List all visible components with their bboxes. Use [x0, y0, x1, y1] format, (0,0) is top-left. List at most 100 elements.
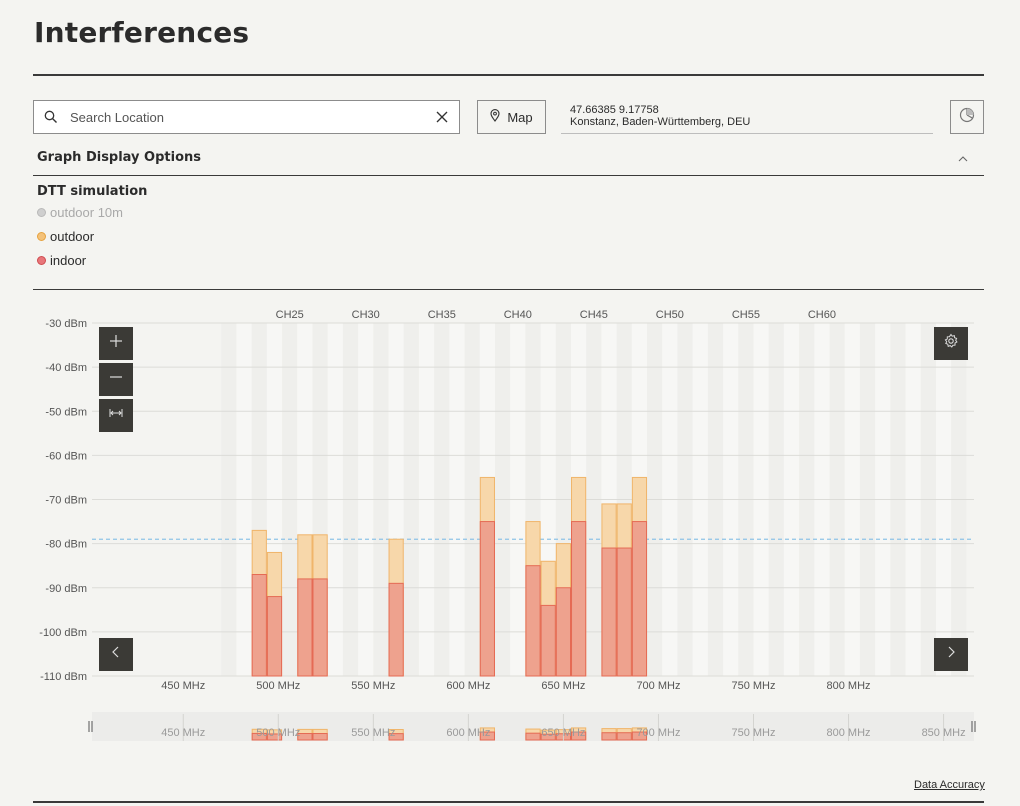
bar-indoor: [540, 604, 556, 677]
chevron-right-icon: [943, 644, 959, 665]
overview-tick-label: 600 MHz: [446, 727, 490, 739]
bar-indoor: [571, 521, 587, 677]
overview-tick-label: 550 MHz: [351, 727, 395, 739]
title-divider: [33, 74, 984, 76]
x-tick-label: 700 MHz: [636, 680, 680, 692]
scroll-right-button[interactable]: [934, 638, 968, 671]
y-tick-label: -40 dBm: [45, 362, 87, 374]
x-tick-label: 450 MHz: [161, 680, 205, 692]
overview-bar-indoor: [479, 731, 495, 741]
x-tick-label: 550 MHz: [351, 680, 395, 692]
x-tick-label: 800 MHz: [827, 680, 871, 692]
x-tick-label: 650 MHz: [541, 680, 585, 692]
bar-indoor: [479, 521, 495, 677]
overview-bar-indoor: [571, 731, 587, 741]
overview-left-handle[interactable]: [88, 721, 93, 732]
bar-indoor: [631, 521, 648, 677]
bar-indoor: [525, 565, 541, 677]
legend-dot-icon: [37, 232, 46, 241]
channel-label: CH40: [504, 309, 532, 321]
channel-label: CH55: [732, 309, 760, 321]
bar-indoor: [388, 582, 404, 677]
y-tick-label: -100 dBm: [39, 627, 87, 639]
channel-label: CH50: [656, 309, 684, 321]
overview-right-handle[interactable]: [971, 721, 976, 732]
y-tick-label: -50 dBm: [45, 406, 87, 418]
y-tick-label: -110 dBm: [40, 671, 87, 683]
y-tick-label: -60 dBm: [45, 450, 87, 462]
overview-tick-label: 750 MHz: [731, 727, 775, 739]
channel-label: CH45: [580, 309, 608, 321]
page-title: Interferences: [34, 16, 250, 49]
footer-divider: [33, 801, 984, 803]
chevron-left-icon: [108, 644, 124, 665]
channel-label: CH25: [276, 309, 304, 321]
overview-tick-label: 800 MHz: [827, 727, 871, 739]
bar-indoor: [601, 547, 617, 677]
legend-item-outdoor[interactable]: outdoor: [37, 229, 94, 244]
overview-bar-indoor: [388, 733, 404, 741]
channel-label: CH30: [352, 309, 380, 321]
options-divider: [33, 175, 984, 176]
chart-type-button[interactable]: [950, 100, 984, 134]
clear-search-icon[interactable]: [425, 101, 459, 133]
overview-bar-indoor: [297, 733, 313, 741]
minus-icon: [108, 369, 124, 390]
data-accuracy-link[interactable]: Data Accuracy: [914, 779, 985, 791]
gear-icon: [943, 333, 959, 354]
y-tick-label: -70 dBm: [45, 495, 87, 507]
bar-indoor: [251, 574, 267, 677]
channel-label: CH60: [808, 309, 836, 321]
x-tick-label: 500 MHz: [256, 680, 300, 692]
zoom-in-button[interactable]: [99, 327, 133, 360]
zoom-out-button[interactable]: [99, 363, 133, 396]
plus-icon: [108, 333, 124, 354]
bar-indoor: [266, 596, 283, 677]
overview-tick-label: 650 MHz: [541, 727, 585, 739]
channel-label: CH35: [428, 309, 456, 321]
search-input[interactable]: [68, 102, 425, 132]
x-tick-label: 600 MHz: [446, 680, 490, 692]
overview-tick-label: 450 MHz: [161, 727, 205, 739]
legend-label: indoor: [50, 253, 87, 268]
location-display: 47.66385 9.17758 Konstanz, Baden-Württem…: [561, 100, 933, 134]
legend-dot-icon: [37, 208, 46, 217]
fit-width-button[interactable]: [99, 399, 133, 432]
search-location-box[interactable]: [33, 100, 460, 134]
overview-bar-indoor: [266, 733, 283, 741]
y-tick-label: -80 dBm: [45, 539, 87, 551]
chart-settings-button[interactable]: [934, 327, 968, 360]
overview-bar-indoor: [312, 733, 328, 741]
overview-bar-indoor: [631, 731, 648, 741]
legend-item-outdoor-10m[interactable]: outdoor 10m: [37, 205, 123, 220]
overview-bar-indoor: [616, 732, 632, 741]
chevron-up-icon[interactable]: [955, 152, 971, 166]
scroll-left-button[interactable]: [99, 638, 133, 671]
overview-tick-label: 700 MHz: [636, 727, 680, 739]
map-button-label: Map: [507, 109, 533, 125]
legend-divider: [33, 289, 984, 290]
legend-title: DTT simulation: [37, 184, 148, 199]
overview-bar-indoor: [525, 732, 541, 741]
location-coordinates: 47.66385 9.17758: [570, 104, 659, 116]
map-pin-icon: [490, 109, 500, 125]
legend-label: outdoor 10m: [50, 205, 123, 220]
overview-tick-label: 500 MHz: [256, 727, 300, 739]
bar-indoor: [616, 547, 632, 677]
y-tick-label: -90 dBm: [45, 583, 87, 595]
pie-chart-icon: [959, 107, 975, 128]
overview-bar-indoor: [251, 732, 267, 741]
legend-item-indoor[interactable]: indoor: [37, 253, 86, 268]
bar-indoor: [555, 587, 572, 677]
location-address: Konstanz, Baden-Württemberg, DEU: [570, 116, 751, 128]
bar-indoor: [297, 578, 313, 677]
overview-tick-label: 850 MHz: [922, 727, 966, 739]
search-icon: [34, 101, 68, 133]
legend-dot-icon: [37, 256, 46, 265]
graph-display-options-header[interactable]: Graph Display Options: [37, 150, 202, 165]
overview-bar-indoor: [601, 732, 617, 741]
x-tick-label: 750 MHz: [731, 680, 775, 692]
map-button[interactable]: Map: [477, 100, 546, 134]
bar-indoor: [312, 578, 328, 677]
